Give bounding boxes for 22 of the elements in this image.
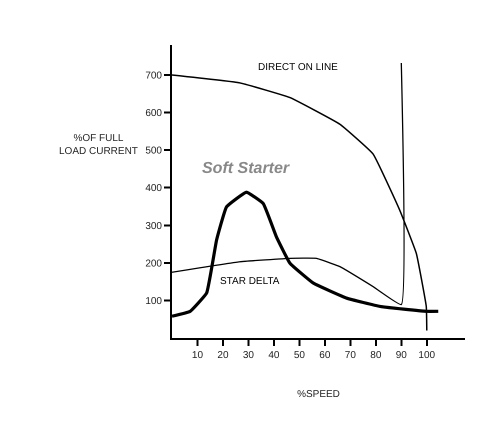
x-tick-label: 60 bbox=[319, 350, 331, 361]
x-tick-label: 90 bbox=[396, 350, 408, 361]
x-tick-label: 50 bbox=[294, 350, 306, 361]
y-tick-label: 100 bbox=[145, 296, 162, 307]
series-label: STAR DELTA bbox=[220, 276, 280, 287]
y-tick-label: 400 bbox=[145, 183, 162, 194]
x-tick-label: 100 bbox=[418, 350, 436, 361]
y-tick-label: 600 bbox=[145, 108, 162, 120]
x-axis-title: %SPEED bbox=[297, 389, 340, 400]
x-tick-label: 20 bbox=[217, 350, 229, 361]
x-tick-label: 10 bbox=[192, 350, 204, 361]
series-label: Soft Starter bbox=[202, 160, 290, 177]
y-tick-label: 200 bbox=[145, 258, 162, 270]
series-label: DIRECT ON LINE bbox=[258, 62, 338, 73]
x-tick-label: 80 bbox=[370, 350, 382, 361]
y-axis-title: %OF FULL LOAD CURRENT bbox=[59, 133, 138, 157]
x-tick-label: 70 bbox=[344, 350, 356, 361]
y-tick-label: 700 bbox=[145, 70, 162, 82]
x-tick-label: 30 bbox=[242, 350, 254, 361]
y-tick-label: 300 bbox=[145, 220, 162, 232]
y-tick-label: 500 bbox=[145, 146, 162, 157]
x-tick-label: 40 bbox=[268, 350, 280, 361]
